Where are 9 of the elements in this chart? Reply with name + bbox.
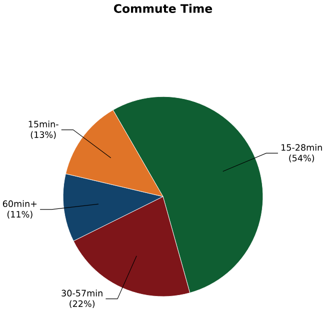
slice-label: 30-57min xyxy=(62,289,102,296)
chart-title: Commute Time xyxy=(114,4,212,13)
slice-label: 15-28min xyxy=(282,144,322,151)
data-label: (13%) xyxy=(30,130,56,139)
data-label: (11%) xyxy=(7,210,32,218)
data-label: (54%) xyxy=(289,154,314,162)
slice-label: 60min+ xyxy=(2,200,37,207)
data-label: (22%) xyxy=(70,300,95,308)
slice-label: 15min- xyxy=(28,120,58,128)
